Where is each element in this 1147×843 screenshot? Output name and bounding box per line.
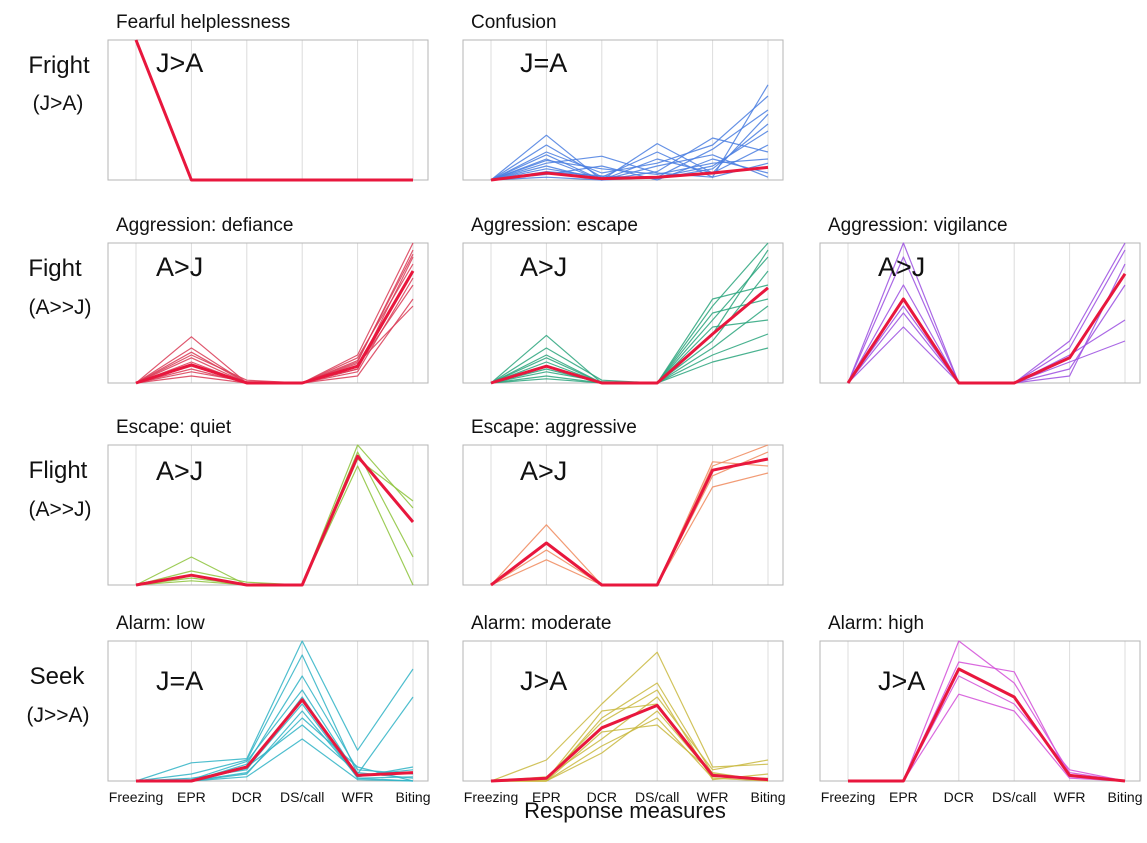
individual-line xyxy=(490,95,769,181)
tick-label: WFR xyxy=(342,789,374,805)
panel-title: Aggression: escape xyxy=(471,215,638,236)
tick-label: DS/call xyxy=(992,789,1036,805)
individual-line xyxy=(848,693,1126,782)
panel-title: Alarm: low xyxy=(116,613,205,634)
panel-title: Aggression: defiance xyxy=(116,215,293,236)
individual-line xyxy=(847,319,1126,384)
panel-3: Aggression: escape A>J xyxy=(462,215,784,385)
individual-line xyxy=(136,717,414,782)
panel-frame xyxy=(462,39,784,181)
panel-8: Alarm: moderate J>A Freezing EPR DCR DS/call W… xyxy=(462,613,786,805)
row-label-3: Seek xyxy=(30,663,86,690)
tick-label: DS/call xyxy=(280,789,324,805)
comparison-label: A>J xyxy=(520,252,567,282)
tick-label: Biting xyxy=(750,789,785,805)
individual-line xyxy=(490,472,769,586)
mean-line xyxy=(136,698,414,783)
individual-line xyxy=(491,717,769,782)
tick-label: WFR xyxy=(697,789,729,805)
individual-line xyxy=(847,284,1126,384)
tick-label: WFR xyxy=(1054,789,1086,805)
mean-line xyxy=(135,270,415,385)
individual-line xyxy=(491,710,769,782)
individual-line xyxy=(135,640,414,782)
individual-line xyxy=(490,113,769,181)
individual-line xyxy=(490,270,769,384)
panel-frame xyxy=(819,640,1141,782)
row-label-2: Flight xyxy=(29,457,88,484)
panel-7: Alarm: low J=A Freezing EPR DCR DS/call WFR Bit… xyxy=(107,613,431,805)
comparison-label: J=A xyxy=(520,48,567,78)
tick-label: Biting xyxy=(395,789,430,805)
tick-label: EPR xyxy=(889,789,918,805)
mean-line xyxy=(135,454,415,587)
mean-line xyxy=(846,272,1127,385)
panel-1: Confusion J=A xyxy=(462,12,784,182)
tick-label: DCR xyxy=(232,789,262,805)
individual-line xyxy=(490,154,769,181)
panel-title: Aggression: vigilance xyxy=(828,215,1008,236)
tick-label: Freezing xyxy=(821,789,875,805)
tick-label: EPR xyxy=(532,789,561,805)
individual-line xyxy=(490,651,769,782)
comparison-label: J>A xyxy=(878,666,925,696)
individual-line xyxy=(490,319,769,384)
tick-label: DCR xyxy=(587,789,617,805)
mean-line xyxy=(490,286,769,385)
row-label-1: Fight xyxy=(28,255,82,282)
row-sublabel-3: (J>>A) xyxy=(26,704,89,727)
tick-label: Biting xyxy=(1107,789,1142,805)
tick-label: Freezing xyxy=(464,789,518,805)
panel-title: Escape: aggressive xyxy=(471,417,637,438)
panel-title: Alarm: moderate xyxy=(471,613,611,634)
mean-line xyxy=(490,165,769,182)
panel-title: Alarm: high xyxy=(828,613,924,634)
panel-title: Fearful helplessness xyxy=(116,12,290,33)
individual-line xyxy=(135,654,414,782)
panel-title: Escape: quiet xyxy=(116,417,232,438)
panel-5: Escape: quiet A>J xyxy=(107,417,429,587)
individual-line xyxy=(847,284,1126,384)
panel-4: Aggression: vigilance A>J xyxy=(819,215,1141,385)
comparison-label: A>J xyxy=(156,252,203,282)
row-sublabel-1: (A>>J) xyxy=(28,296,91,319)
panel-2: Aggression: defiance A>J xyxy=(107,215,429,385)
individual-line xyxy=(491,724,769,782)
tick-label: EPR xyxy=(177,789,206,805)
tick-label: DS/call xyxy=(635,789,679,805)
x-axis-label: Response measures xyxy=(524,798,726,823)
comparison-label: J>A xyxy=(520,666,567,696)
mean-line xyxy=(848,667,1126,783)
individual-line xyxy=(490,696,769,782)
panel-9: Alarm: high J>A Freezing EPR DCR DS/call WFR Bi… xyxy=(819,613,1143,805)
comparison-label: A>J xyxy=(878,252,925,282)
comparison-label: A>J xyxy=(156,456,203,486)
mean-line xyxy=(490,703,769,783)
tick-label: DCR xyxy=(944,789,974,805)
individual-line xyxy=(135,696,414,782)
panel-title: Confusion xyxy=(471,12,557,33)
row-label-0: Fright xyxy=(28,52,90,79)
comparison-label: J>A xyxy=(156,48,203,78)
panel-frame xyxy=(107,640,429,782)
tick-label: Freezing xyxy=(109,789,163,805)
individual-line xyxy=(490,137,769,181)
row-sublabel-2: (A>>J) xyxy=(28,498,91,521)
mean-line xyxy=(490,457,769,587)
row-sublabel-0: (J>A) xyxy=(33,92,84,115)
individual-line xyxy=(848,640,1126,782)
individual-line xyxy=(490,158,769,181)
row-labels: Fright (J>A) Fight (A>>J) Flight (A>>J) … xyxy=(26,52,91,727)
panel-frame xyxy=(462,640,784,782)
comparison-label: A>J xyxy=(520,456,567,486)
mean-line xyxy=(134,39,413,182)
individual-line xyxy=(490,144,769,181)
panels: Fearful helplessness J>A Confusion J=A Aggre… xyxy=(107,12,1143,805)
panel-0: Fearful helplessness J>A xyxy=(107,12,429,182)
individual-line xyxy=(490,284,769,384)
comparison-label: J=A xyxy=(156,666,203,696)
panel-6: Escape: aggressive A>J xyxy=(462,417,784,587)
